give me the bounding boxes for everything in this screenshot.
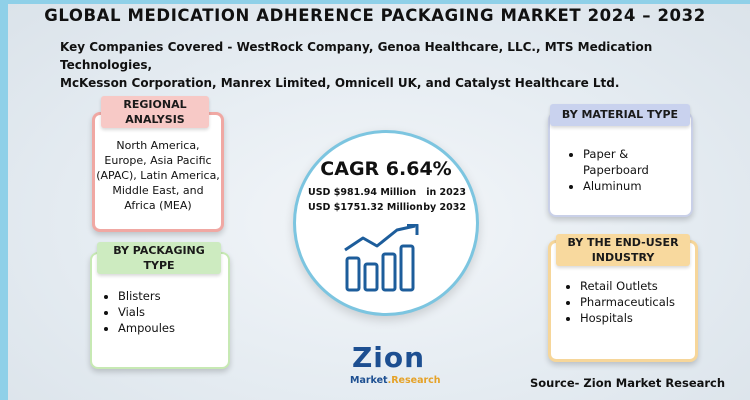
cagr-circle [293,130,479,316]
regional-header-line-2: ANALYSIS [125,113,185,126]
key-companies-line-1: Key Companies Covered - WestRock Company… [60,40,653,72]
packaging-header-line-2: TYPE [143,259,175,272]
source-credit: Source- Zion Market Research [530,376,726,390]
material-type-header: BY MATERIAL TYPE [550,104,690,126]
logo-sub-part-1: Market [350,375,388,386]
regional-analysis-body: North America, Europe, Asia Pacific (APA… [96,139,220,212]
list-item: Ampoules [118,320,225,336]
list-item: Vials [118,304,225,320]
market-value-2023-year: in 2023 [426,187,466,198]
regional-analysis-card [92,112,224,232]
list-item: Blisters [118,288,225,304]
packaging-type-list: Blisters Vials Ampoules [100,288,225,336]
page-title: GLOBAL MEDICATION ADHERENCE PACKAGING MA… [44,6,706,25]
list-item: Pharmaceuticals [580,294,697,310]
regional-header-line-1: REGIONAL [123,98,187,111]
list-item: Hospitals [580,310,697,326]
packaging-header-line-1: BY PACKAGING [113,244,205,257]
zion-logo-subtitle: Market.Research [350,375,441,386]
zion-logo-text: Zion [352,341,426,374]
end-user-industry-header: BY THE END-USER INDUSTRY [556,234,690,266]
end-user-header-line-1: BY THE END-USER [567,236,679,249]
end-user-industry-list: Retail Outlets Pharmaceuticals Hospitals [562,278,697,326]
market-value-2023-amount: USD $981.94 Million [308,187,417,198]
key-companies-line-2: McKesson Corporation, Manrex Limited, Om… [60,76,620,90]
logo-sub-part-2: .Research [387,375,441,386]
packaging-type-header: BY PACKAGING TYPE [97,242,221,274]
list-item: Retail Outlets [580,278,697,294]
list-item-label: Paper & Paperboard [583,147,649,177]
material-type-card [548,112,693,217]
growth-bar-chart-icon [344,224,419,292]
market-value-2032-year: by 2032 [423,202,466,213]
market-value-2032-amount: USD $1751.32 Million [308,202,423,213]
material-type-list: Paper & Paperboard Aluminum [565,146,690,194]
cagr-value: CAGR 6.64% [320,158,452,180]
list-item: Paper & Paperboard [583,146,671,178]
zion-logo: Zion [352,341,425,374]
end-user-header-line-2: INDUSTRY [591,251,655,264]
regional-analysis-header: REGIONAL ANALYSIS [101,96,209,128]
key-companies: Key Companies Covered - WestRock Company… [60,38,740,92]
list-item: Aluminum [583,178,690,194]
